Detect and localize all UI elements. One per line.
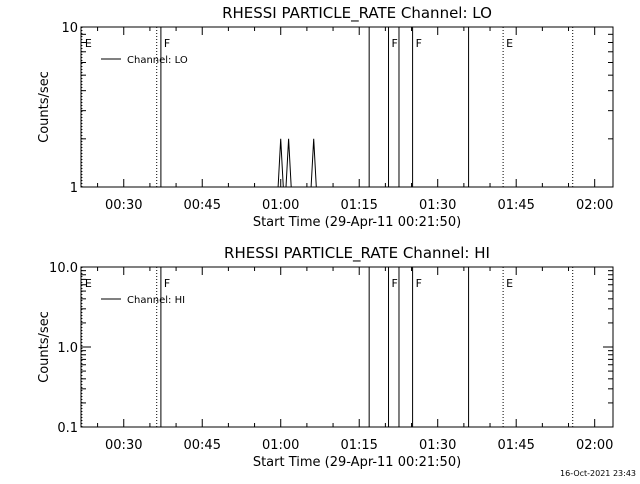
event-flag: F bbox=[416, 277, 422, 290]
event-flag: E bbox=[506, 37, 513, 50]
chart-title: RHESSI PARTICLE_RATE Channel: HI bbox=[224, 244, 490, 263]
x-tick-label: 01:45 bbox=[497, 198, 534, 213]
panel-hi: RHESSI PARTICLE_RATE Channel: HI Start Ti… bbox=[37, 244, 614, 470]
x-tick-label: 01:30 bbox=[419, 198, 456, 213]
x-tick-label: 00:45 bbox=[184, 438, 221, 453]
x-axis-label: Start Time (29-Apr-11 00:21:50) bbox=[253, 455, 461, 470]
y-tick-label: 1.0 bbox=[57, 341, 78, 356]
y-axis-label: Counts/sec bbox=[37, 311, 52, 383]
y-axis-label: Counts/sec bbox=[37, 71, 52, 143]
x-tick-label: 01:15 bbox=[340, 438, 377, 453]
legend-label: Channel: LO bbox=[127, 55, 188, 66]
event-flag: E bbox=[85, 277, 92, 290]
timestamp-label: 16-Oct-2021 23:43 bbox=[560, 469, 636, 478]
chart-title: RHESSI PARTICLE_RATE Channel: LO bbox=[222, 4, 492, 23]
event-flag: F bbox=[392, 37, 398, 50]
event-flag: E bbox=[506, 277, 513, 290]
y-tick-label: 0.1 bbox=[57, 421, 78, 436]
event-flag: E bbox=[85, 37, 92, 50]
event-flag: F bbox=[164, 277, 170, 290]
x-tick-label: 01:30 bbox=[419, 438, 456, 453]
event-flag: F bbox=[392, 277, 398, 290]
x-tick-label: 01:15 bbox=[340, 198, 377, 213]
x-tick-label: 01:45 bbox=[497, 438, 534, 453]
series-line bbox=[277, 138, 317, 188]
panel-lo: RHESSI PARTICLE_RATE Channel: LO Start Ti… bbox=[37, 4, 614, 230]
y-tick-label: 1 bbox=[70, 181, 78, 196]
x-tick-label: 01:00 bbox=[262, 438, 299, 453]
legend-label: Channel: HI bbox=[127, 295, 185, 306]
event-flag: F bbox=[416, 37, 422, 50]
x-tick-label: 00:30 bbox=[105, 198, 142, 213]
y-tick-label: 10 bbox=[61, 21, 78, 36]
x-tick-label: 01:00 bbox=[262, 198, 299, 213]
x-axis-label: Start Time (29-Apr-11 00:21:50) bbox=[253, 215, 461, 230]
x-tick-label: 02:00 bbox=[576, 198, 613, 213]
x-tick-label: 02:00 bbox=[576, 438, 613, 453]
x-tick-label: 00:30 bbox=[105, 438, 142, 453]
plot-frame bbox=[80, 26, 614, 188]
event-flag: F bbox=[164, 37, 170, 50]
y-tick-label: 10.0 bbox=[49, 261, 78, 276]
x-tick-label: 00:45 bbox=[184, 198, 221, 213]
